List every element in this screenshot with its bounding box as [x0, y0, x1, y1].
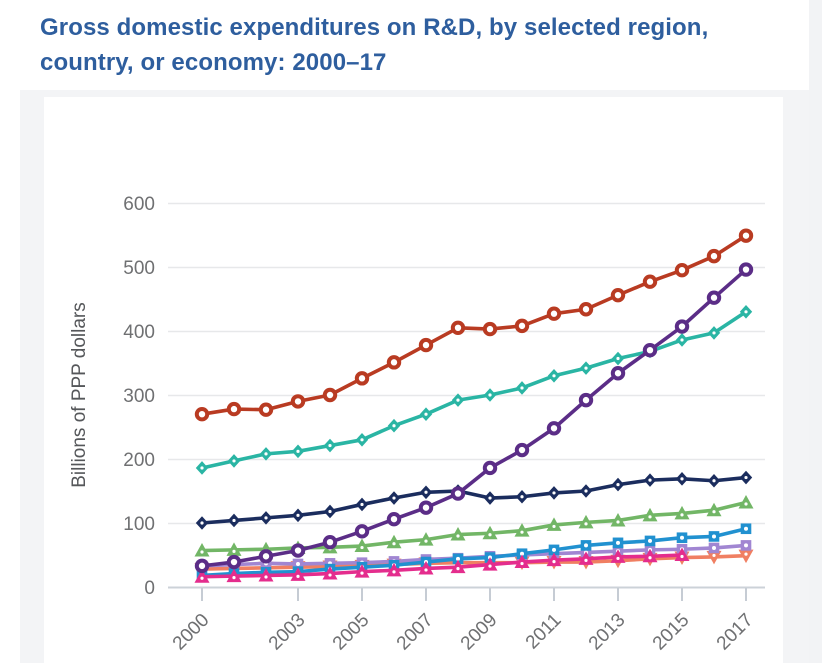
- svg-text:300: 300: [123, 386, 155, 407]
- page-title-line-1: Gross domestic expenditures on R&D, by s…: [40, 14, 709, 41]
- gridlines: [168, 202, 765, 525]
- svg-text:2009: 2009: [457, 610, 502, 655]
- page-title-line-2: country, or economy: 2000–17: [40, 49, 387, 76]
- scrollbar-track[interactable]: [809, 0, 822, 663]
- svg-text:2007: 2007: [393, 610, 438, 655]
- series-magenta-triangles: [194, 547, 690, 583]
- chart-card: 0 100 200 300 400 500 600 2000 2003 2005 2007 2009 2…: [44, 97, 783, 663]
- svg-text:0: 0: [144, 578, 155, 599]
- svg-text:2015: 2015: [649, 610, 694, 655]
- y-axis-title: Billions of PPP dollars: [69, 302, 90, 488]
- svg-text:100: 100: [123, 514, 155, 535]
- svg-text:500: 500: [123, 258, 155, 279]
- series-teal-diamonds: [195, 305, 753, 475]
- svg-text:200: 200: [123, 450, 155, 471]
- page-header: Gross domestic expenditures on R&D, by s…: [40, 10, 780, 80]
- series-green-triangles: [194, 495, 754, 557]
- svg-text:400: 400: [123, 322, 155, 343]
- series-red-circles: [194, 228, 754, 422]
- chart-panel: 0 100 200 300 400 500 600 2000 2003 2005 2007 2009 2…: [20, 90, 822, 663]
- svg-text:2005: 2005: [329, 610, 374, 655]
- svg-text:2003: 2003: [265, 610, 310, 655]
- svg-text:2011: 2011: [522, 610, 566, 654]
- y-tick-labels: 0 100 200 300 400 500 600: [123, 194, 155, 599]
- svg-text:600: 600: [123, 194, 155, 215]
- svg-text:2000: 2000: [169, 610, 214, 655]
- page-title: Gross domestic expenditures on R&D, by s…: [40, 10, 780, 80]
- svg-text:2017: 2017: [713, 610, 758, 655]
- x-tick-labels: 2000 2003 2005 2007 2009 2011 2013 2015 2017: [169, 588, 758, 654]
- svg-text:2013: 2013: [585, 610, 630, 655]
- series-purple-circles: [194, 262, 754, 574]
